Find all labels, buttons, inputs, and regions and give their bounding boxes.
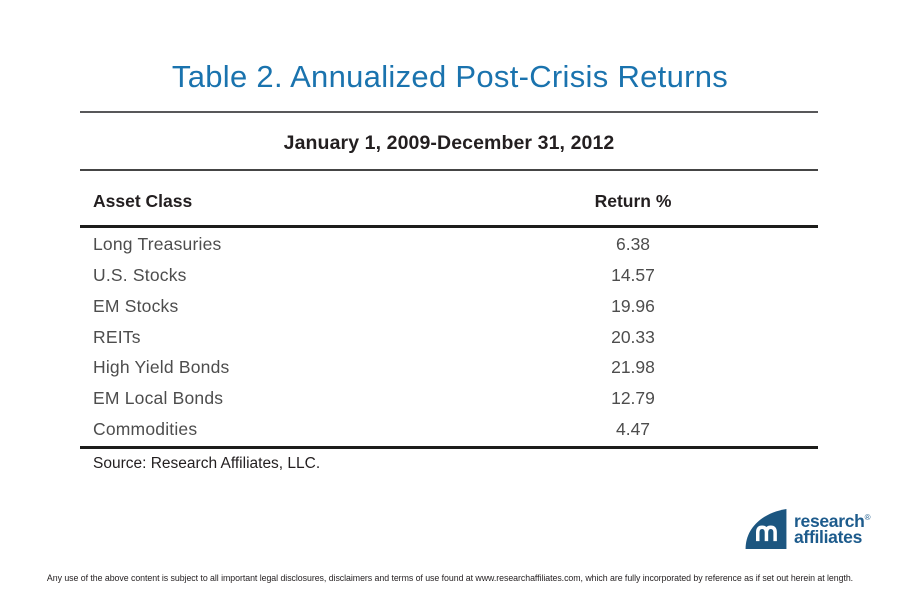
table-row: Commodities 4.47 (80, 414, 818, 445)
page-title: Table 2. Annualized Post-Crisis Returns (171, 59, 729, 94)
table-row: U.S. Stocks 14.57 (80, 260, 818, 291)
column-header-return: Return % (594, 191, 672, 211)
date-range-subtitle: January 1, 2009-December 31, 2012 (283, 132, 615, 154)
legal-disclaimer: Any use of the above content is subject … (46, 573, 854, 583)
return-cell: 12.79 (611, 388, 655, 409)
logo-wordmark: research® affiliates (794, 510, 871, 547)
asset-class-cell: EM Stocks (93, 295, 179, 316)
table-row: Long Treasuries 6.38 (80, 229, 818, 260)
asset-class-cell: Commodities (93, 419, 198, 440)
table-header-row: Asset Class Return % (80, 191, 818, 217)
table-row: EM Local Bonds 12.79 (80, 383, 818, 414)
return-cell: 14.57 (611, 264, 655, 285)
divider-subtitle (80, 169, 818, 171)
asset-class-cell: EM Local Bonds (93, 388, 224, 409)
asset-class-cell: REITs (93, 326, 141, 347)
source-note: Source: Research Affiliates, LLC. (93, 455, 321, 472)
return-cell: 4.47 (615, 419, 651, 440)
divider-header (80, 225, 818, 228)
column-header-asset-class: Asset Class (93, 191, 193, 211)
logo-word-affiliates: affiliates (794, 527, 862, 547)
registered-trademark-symbol: ® (864, 513, 871, 523)
asset-class-cell: High Yield Bonds (93, 357, 230, 378)
table-row: High Yield Bonds 21.98 (80, 352, 818, 383)
table-rows: Long Treasuries 6.38 U.S. Stocks 14.57 E… (80, 229, 818, 445)
logo-word-research: research (794, 510, 865, 531)
divider-bottom (80, 446, 818, 449)
asset-class-cell: Long Treasuries (93, 233, 222, 254)
table-row: EM Stocks 19.96 (80, 291, 818, 322)
asset-class-cell: U.S. Stocks (93, 264, 187, 285)
research-affiliates-logo: research® affiliates (745, 509, 870, 549)
table-row: REITs 20.33 (80, 322, 818, 353)
return-cell: 6.38 (615, 233, 651, 254)
return-cell: 21.98 (611, 357, 655, 378)
return-cell: 19.96 (611, 295, 655, 316)
return-cell: 20.33 (611, 326, 655, 347)
divider-top (80, 111, 818, 113)
ra-logo-mark-icon (745, 509, 787, 549)
